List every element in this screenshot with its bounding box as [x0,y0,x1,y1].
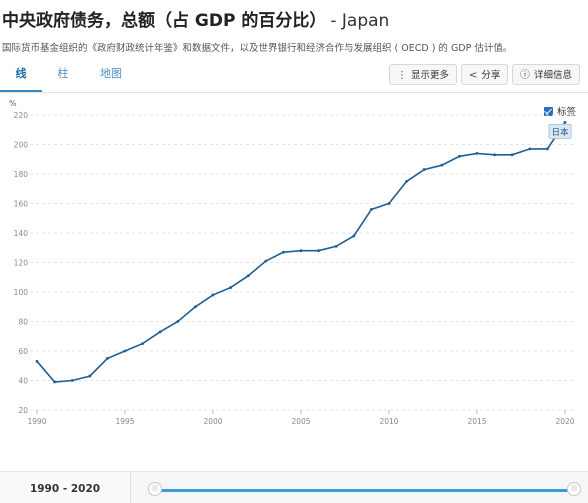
y-tick-label: 100 [14,288,29,297]
data-point[interactable] [546,147,549,151]
x-axis-ticks: 1990 1995 2000 2005 2010 2015 2020 [27,410,575,426]
info-icon: ⓘ [520,70,530,81]
source-subtitle: 国际货币基金组织的《政府财政统计年鉴》和数据文件，以及世界银行和经济合作与发展组… [2,43,513,54]
data-point[interactable] [246,274,250,278]
title-text: 中央政府债务，总额（占 GDP 的百分比） [2,11,327,31]
tab-line[interactable]: 线 [0,58,42,92]
data-point[interactable] [106,356,109,360]
data-point[interactable] [282,250,285,254]
line-chart: 20 40 60 80 100 120 140 160 180 200 220 1990 1995 20… [9,99,575,426]
series-end-label: 日本 [548,123,572,139]
y-tick-label: 80 [18,318,28,327]
x-tick-label: 2000 [203,417,222,426]
page-title: 中央政府债务，总额（占 GDP 的百分比） - Japan [2,6,389,31]
grid-lines [30,114,575,411]
data-point[interactable] [563,120,567,124]
data-point[interactable] [528,147,532,151]
data-point[interactable] [194,305,197,309]
labels-toggle[interactable]: 标签 [544,104,576,118]
data-point[interactable] [70,379,74,382]
data-point[interactable] [475,151,479,155]
data-point[interactable] [334,244,338,248]
share-label: 分享 [481,70,501,81]
series-end-label-box [548,123,572,139]
series-line-japan [36,121,566,383]
data-point[interactable] [352,234,356,238]
y-tick-label: 180 [14,170,29,179]
country-label: - Japan [330,11,390,31]
y-tick-label: 160 [14,200,29,209]
range-slider-track[interactable] [155,489,575,492]
tab-bar-chart[interactable]: 柱 [57,67,69,80]
labels-toggle-label: 标签 [557,107,577,118]
show-more-label: 显示更多 [411,70,450,81]
data-point[interactable] [123,349,127,353]
y-tick-label: 120 [14,259,29,268]
more-vertical-icon: ⋮ [397,70,407,81]
y-axis-unit: % [9,99,17,108]
data-point[interactable] [299,249,303,253]
x-tick-label: 1990 [27,417,46,426]
data-point[interactable] [458,154,461,158]
range-bar: 1990 - 2020 ||| ||| [0,471,588,503]
data-point[interactable] [53,380,56,384]
y-tick-label: 60 [18,347,28,356]
y-axis-ticks: 20 40 60 80 100 120 140 160 180 200 220 [14,111,29,415]
data-point[interactable] [510,153,514,157]
x-tick-label: 2005 [291,417,310,426]
data-point[interactable] [211,293,215,297]
details-button[interactable]: ⓘ 详细信息 [512,64,581,85]
data-point[interactable] [158,330,162,334]
x-tick-label: 2010 [379,417,398,426]
x-tick-label: 2015 [467,417,486,426]
y-tick-label: 140 [14,229,29,238]
data-point[interactable] [229,286,233,289]
data-point[interactable] [422,168,426,171]
range-slider-start-handle[interactable]: ||| [148,482,162,496]
y-tick-label: 200 [14,141,29,150]
x-tick-label: 2020 [555,417,574,426]
data-point[interactable] [264,259,268,263]
data-point[interactable] [141,342,145,346]
year-range-label: 1990 - 2020 [0,472,131,503]
tab-map[interactable]: 地图 [100,67,122,80]
details-label: 详细信息 [534,70,573,81]
range-slider-end-handle[interactable]: ||| [567,482,581,496]
data-point[interactable] [493,153,496,157]
data-point[interactable] [387,202,391,205]
x-tick-label: 1995 [115,417,134,426]
data-point[interactable] [88,374,92,378]
show-more-button[interactable]: ⋮ 显示更多 [389,64,458,85]
y-tick-label: 40 [18,377,28,386]
data-point[interactable] [405,179,408,183]
tab-bar: 线 柱 地图 ⋮ 显示更多 < 分享 ⓘ 详细信息 [0,58,588,93]
data-point[interactable] [317,249,320,253]
data-point[interactable] [370,208,373,211]
share-button[interactable]: < 分享 [461,64,509,85]
labels-checkbox[interactable] [544,107,553,116]
series-end-label-text: 日本 [551,127,569,138]
share-icon: < [469,70,478,81]
data-point[interactable] [440,163,444,167]
y-tick-label: 220 [14,111,29,120]
series-points [35,120,567,384]
data-point[interactable] [35,359,39,363]
y-tick-label: 20 [18,406,28,415]
data-point[interactable] [176,320,180,323]
